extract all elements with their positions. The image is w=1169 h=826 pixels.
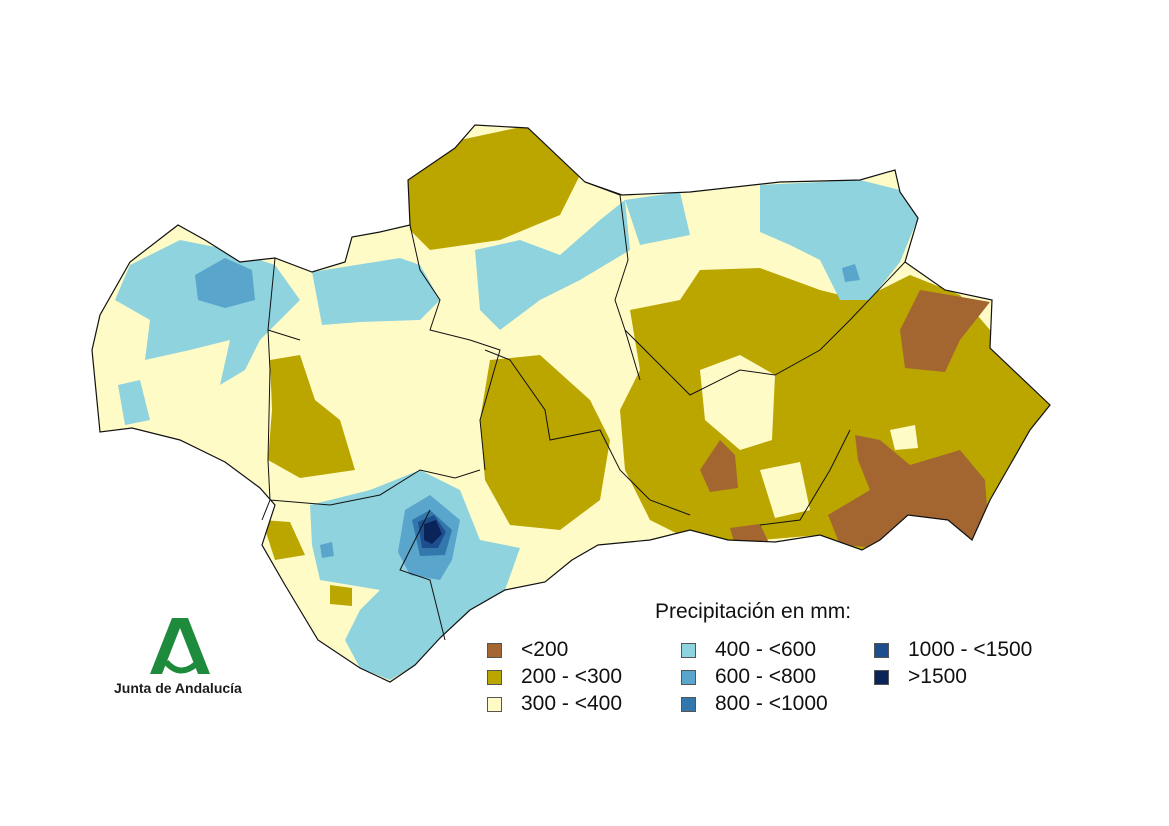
zone-200-300 [405, 125, 580, 250]
zone-400-600 [118, 380, 150, 425]
legend-swatch [681, 696, 696, 712]
logo-text: Junta de Andalucía [114, 680, 242, 696]
legend-item: 400 - <600 [681, 638, 816, 662]
legend-swatch [874, 642, 889, 658]
legend-item: 800 - <1000 [681, 692, 828, 716]
legend-swatch [487, 696, 502, 712]
legend-swatch [487, 669, 502, 685]
zone-400-600 [115, 240, 300, 385]
zone-600-800 [842, 264, 860, 282]
legend-item: 600 - <800 [681, 665, 816, 689]
zone-200-300 [268, 355, 355, 478]
legend-label: >1500 [908, 665, 967, 688]
zone-200-300 [262, 520, 305, 560]
zone-600-800 [320, 542, 334, 558]
zone-under-200 [700, 440, 738, 492]
zone-300-400 [700, 355, 775, 450]
legend-item: 300 - <400 [487, 692, 622, 716]
zone-400-600 [625, 192, 690, 245]
legend-swatch [681, 642, 696, 658]
legend-title: Precipitación en mm: [655, 600, 852, 623]
zone-300-400 [760, 462, 810, 518]
zone-400-600 [760, 180, 918, 300]
legend-swatch [681, 669, 696, 685]
legend-label: 400 - <600 [715, 638, 817, 661]
zone-300-400 [890, 425, 918, 450]
legend-label: 200 - <300 [521, 665, 623, 688]
province-boundaries [261, 181, 906, 641]
zone-400-600 [312, 258, 440, 325]
legend-label: 1000 - <1500 [908, 638, 1033, 661]
legend-label: 600 - <800 [715, 665, 817, 688]
zone-under-200 [730, 524, 770, 545]
legend-label: 300 - <400 [521, 692, 623, 715]
zone-under-200 [900, 290, 990, 372]
legend-item: 1000 - <1500 [874, 638, 1032, 662]
legend-label: 800 - <1000 [715, 692, 828, 715]
junta-logo-icon [150, 618, 210, 674]
zone-200-300 [480, 355, 610, 530]
legend-swatch [487, 642, 502, 658]
zone-over-1500 [424, 520, 442, 544]
zone-400-600 [475, 200, 630, 330]
legend-item: <200 [487, 638, 568, 662]
zone-600-800 [195, 258, 255, 308]
legend-swatch [874, 669, 889, 685]
legend-item: 200 - <300 [487, 665, 622, 689]
legend-item: >1500 [874, 665, 967, 689]
legend-label: <200 [521, 638, 569, 661]
zone-200-300 [330, 585, 352, 606]
